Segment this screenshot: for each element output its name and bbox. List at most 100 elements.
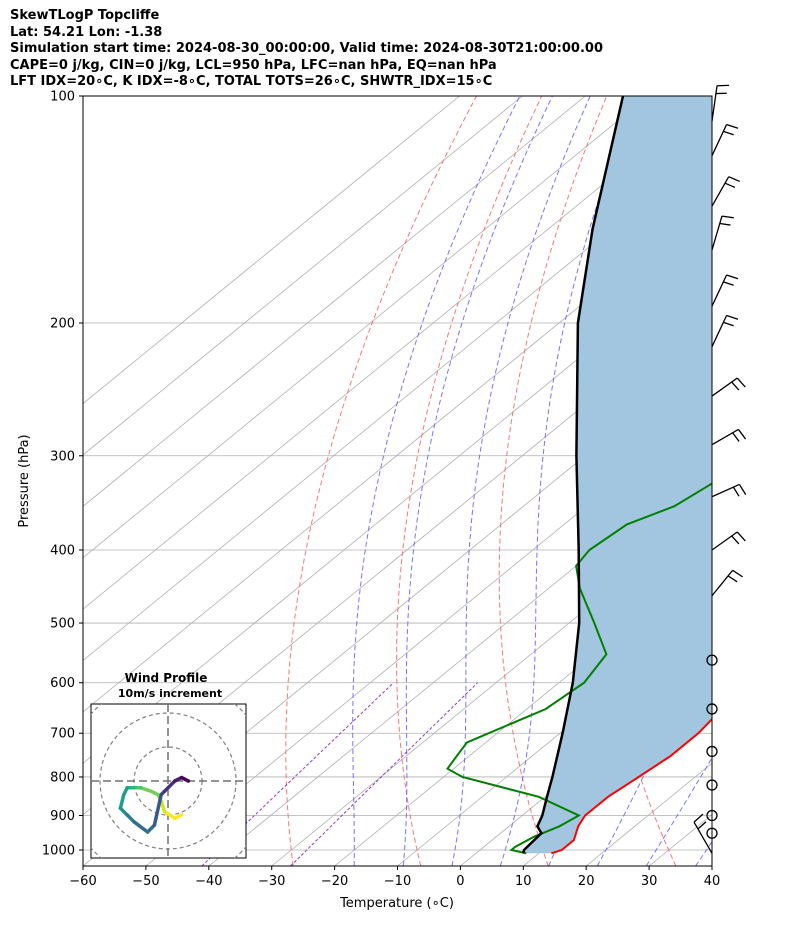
isotherm-line — [271, 505, 712, 866]
chart-header: SkewTLogP Topcliffe Lat: 54.21 Lon: -1.3… — [10, 8, 603, 91]
isotherm-line — [711, 865, 712, 866]
wind-barb — [711, 377, 746, 397]
wind-barb-calm-circle — [706, 703, 718, 715]
wind-barb-flag — [697, 821, 707, 830]
wind-barb-calm-circle — [706, 827, 718, 839]
wind-barb-flag — [736, 377, 746, 388]
wind-barb-shaft — [711, 274, 728, 307]
dry-adiabat — [769, 96, 794, 866]
wind-barb-flag — [693, 813, 704, 823]
wind-barb-calm-circle — [706, 654, 718, 666]
wind-barb-flag — [732, 486, 740, 497]
wind-barb-flag — [738, 484, 747, 495]
wind-barb — [711, 483, 747, 498]
wind-barb-flag — [737, 429, 747, 440]
hodograph-plot-area — [91, 704, 246, 858]
wind-barb-flag — [732, 569, 744, 578]
wind-barb-shaft — [711, 176, 730, 207]
dry-adiabat — [498, 96, 608, 866]
wind-barb — [711, 176, 741, 207]
wind-barb-flag — [726, 274, 739, 280]
wind-barb-flag — [731, 535, 740, 545]
wind-barb-shaft — [711, 124, 728, 156]
wind-barb-flag — [721, 215, 734, 219]
cape-shading — [523, 96, 712, 854]
hodograph-segment — [139, 786, 153, 793]
wind-barb-shaft — [711, 377, 738, 397]
wind-barb — [711, 123, 739, 156]
wind-barb-shaft — [711, 85, 718, 122]
y-tick-label: 900 — [50, 809, 75, 824]
x-tick-label: 0 — [456, 874, 464, 889]
x-tick-label: 20 — [578, 874, 595, 889]
parcel-path-line — [521, 96, 625, 854]
wind-barb-flag — [726, 123, 739, 129]
y-tick-label: 1000 — [42, 844, 75, 859]
wind-barb-flag — [724, 182, 736, 189]
hodograph-segment — [118, 792, 126, 810]
stability-line: CAPE=0 j/kg, CIN=0 j/kg, LCL=950 hPa, LF… — [10, 57, 497, 73]
y-tick-label: 200 — [50, 316, 75, 331]
wind-barb-flag — [736, 531, 746, 542]
wind-barb-shaft — [711, 215, 723, 251]
x-tick-label: −10 — [384, 874, 411, 889]
hodograph-inset: Wind Profile 10m/s increment — [90, 671, 247, 859]
wind-barb-shaft — [711, 483, 740, 498]
hodograph-title: Wind Profile — [125, 671, 208, 685]
wind-barb-shaft — [693, 821, 713, 854]
profile-lines — [446, 96, 712, 855]
isotherm-line — [83, 96, 460, 405]
wind-barb — [711, 531, 746, 551]
wind-barb-flag — [732, 432, 740, 442]
wind-barb-flag — [726, 314, 739, 320]
isotherm-line — [83, 96, 586, 507]
x-tick-label: −30 — [258, 874, 285, 889]
wind-barb-flag — [719, 222, 731, 226]
wind-barb-shaft — [711, 569, 734, 597]
wind-barb-calm-circle — [706, 779, 718, 791]
wind-barb — [711, 428, 747, 446]
wind-barb-shaft — [711, 428, 739, 446]
hodograph-segment — [159, 799, 167, 814]
hodograph-subtitle: 10m/s increment — [118, 687, 222, 700]
wind-barb-shaft — [711, 315, 728, 347]
hodograph-segment — [179, 775, 191, 783]
wind-barb — [711, 314, 739, 347]
y-axis-label: Pressure (hPa) — [17, 434, 32, 527]
isotherm-line — [83, 96, 712, 610]
x-tick-label: 10 — [515, 874, 532, 889]
isotherm-line — [83, 96, 649, 559]
y-tick-label: 500 — [50, 617, 75, 632]
y-tick-label: 700 — [50, 727, 75, 742]
x-tick-label: −20 — [321, 874, 348, 889]
hodograph-segment — [152, 792, 163, 827]
parcel-temperature-shading — [523, 96, 712, 854]
location-line: Lat: 54.21 Lon: -1.38 — [10, 24, 163, 40]
isotherm-line — [334, 557, 712, 866]
wind-barb-calm-circle — [706, 745, 718, 758]
wind-barb-flag — [728, 176, 741, 183]
wind-barb-flag — [731, 381, 740, 391]
y-tick-label: 100 — [50, 90, 75, 105]
y-tick-label: 300 — [50, 449, 75, 464]
hodograph-segment — [162, 809, 177, 821]
temperature-line — [551, 717, 712, 855]
x-tick-label: 30 — [641, 874, 658, 889]
y-tick-label: 800 — [50, 770, 75, 785]
x-tick-label: −60 — [69, 874, 96, 889]
axes: −60 −50 −40 −30 −20 −10 0 10 20 30 40 100 200 300 400 5… — [42, 90, 720, 890]
wind-barb — [711, 215, 734, 251]
wind-barb-flag — [727, 575, 738, 583]
wind-barb-flag — [723, 281, 734, 286]
hodograph-segment — [132, 820, 150, 834]
x-axis-label: Temperature (∘C) — [339, 896, 454, 911]
wind-barb — [711, 569, 744, 597]
mixing-ratio-line — [290, 682, 478, 866]
wind-barb — [711, 274, 739, 307]
isotherm-line — [83, 96, 523, 456]
dry-adiabat — [285, 96, 477, 866]
chart-title: SkewTLogP Topcliffe — [10, 8, 160, 23]
wind-barb — [693, 813, 713, 854]
wind-barb-shaft — [711, 531, 738, 551]
